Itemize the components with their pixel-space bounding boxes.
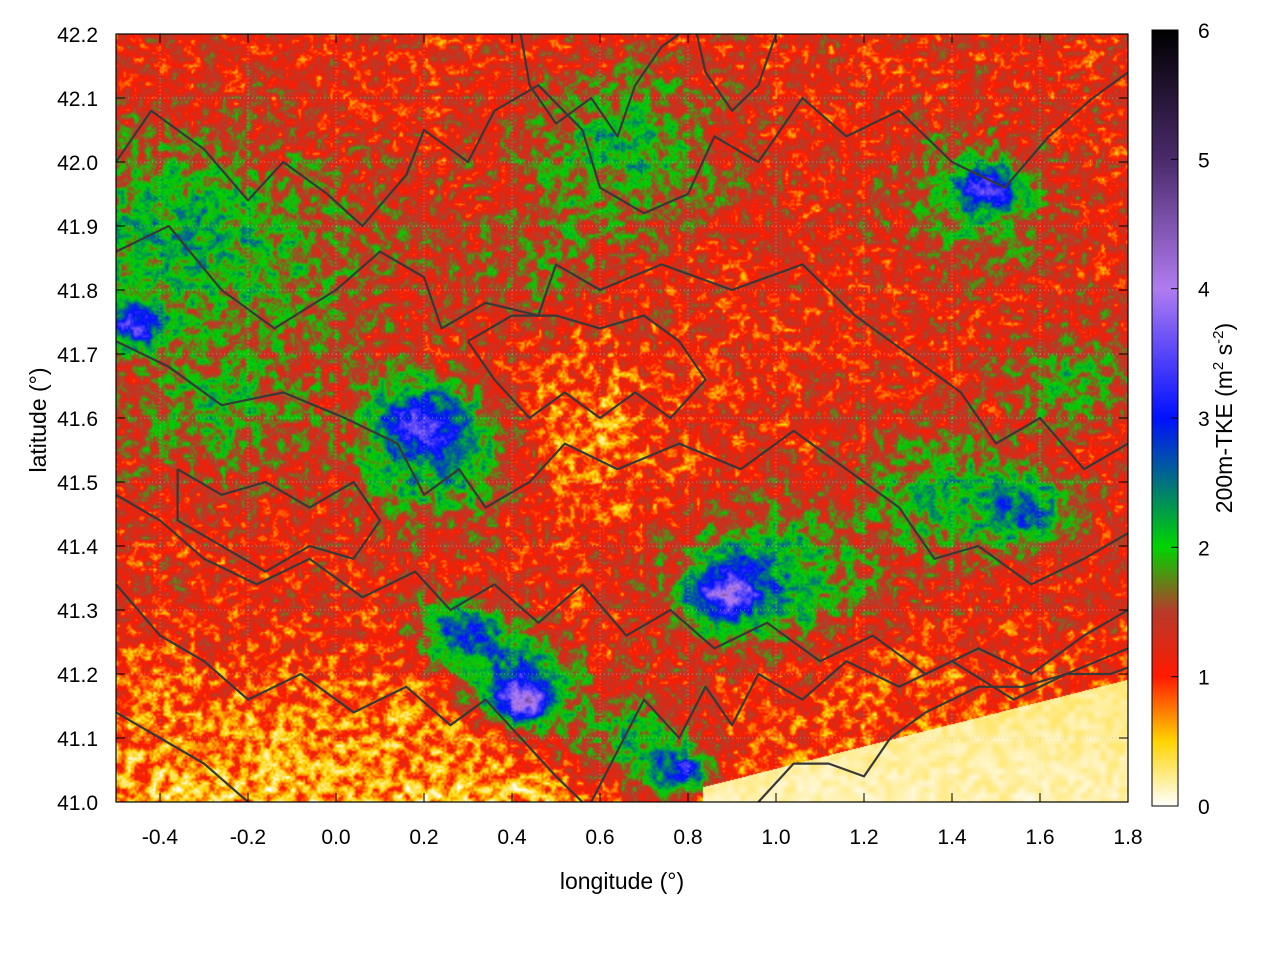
x-axis-title: longitude (°)	[560, 868, 684, 894]
contour-line-9	[695, 34, 778, 112]
y-tick-label-8: 41.8	[57, 280, 98, 303]
colorbar-title: 200m-TKE (m2 s-2)	[1210, 323, 1237, 513]
y-tick-label-10: 42.0	[57, 152, 98, 175]
y-axis: 41.0 41.1 41.2 41.3 41.4 41.5 41.6 41.7 41.8 41.9…	[57, 24, 1128, 815]
y-tick-label-0: 41.0	[57, 792, 98, 815]
x-tick-label-7: 1.0	[761, 826, 790, 849]
contour-line-6	[116, 711, 249, 802]
colorbar-tick-label-3: 3	[1198, 408, 1210, 431]
y-tick-label-9: 41.9	[57, 216, 98, 239]
x-tick-label-8: 1.2	[849, 826, 878, 849]
contour-line-5	[590, 647, 1128, 802]
x-tick-label-9: 1.4	[937, 826, 967, 849]
colorbar-tick-label-2: 2	[1198, 537, 1210, 560]
contour-line-11	[176, 468, 382, 573]
x-tick-label-4: 0.4	[497, 826, 527, 849]
x-tick-label-6: 0.8	[673, 826, 702, 849]
contour-line-10	[467, 314, 707, 420]
x-tick-label-11: 1.8	[1113, 826, 1142, 849]
colorbar-axis: 0 1 2 3 4 5 6	[1171, 20, 1210, 819]
colorbar-tick-label-1: 1	[1198, 667, 1210, 690]
y-tick-label-11: 42.1	[57, 88, 98, 111]
contour-line-7	[757, 666, 1128, 802]
contour-line-1	[116, 224, 1128, 471]
y-tick-label-1: 41.1	[57, 728, 98, 751]
x-tick-label-0: -0.4	[142, 826, 179, 849]
contour-lines	[116, 34, 1128, 802]
y-tick-label-12: 42.2	[57, 24, 98, 47]
colorbar-tick-label-6: 6	[1198, 20, 1210, 43]
y-tick-label-2: 41.2	[57, 664, 98, 687]
contour-line-8	[519, 34, 680, 138]
y-tick-label-5: 41.5	[57, 472, 98, 495]
y-tick-label-6: 41.6	[57, 408, 98, 431]
x-tick-label-10: 1.6	[1025, 826, 1054, 849]
contour-line-0	[116, 71, 1128, 228]
y-tick-label-7: 41.7	[57, 344, 98, 367]
x-tick-label-3: 0.2	[409, 826, 438, 849]
x-tick-label-1: -0.2	[230, 826, 266, 849]
y-axis-title: latitude (°)	[25, 367, 51, 472]
x-tick-label-2: 0.0	[321, 826, 350, 849]
colorbar-tick-label-4: 4	[1198, 279, 1210, 302]
contour-line-4	[116, 583, 584, 802]
x-axis: -0.4 -0.2 0.0 0.2 0.4 0.6 0.8 1.0 1.2 1.4 1.6 1.8	[142, 34, 1143, 849]
colorbar-tick-label-0: 0	[1198, 796, 1210, 819]
colorbar-tick-label-5: 5	[1198, 149, 1210, 172]
contour-line-2	[116, 340, 1128, 586]
y-tick-label-3: 41.3	[57, 600, 98, 623]
x-tick-label-5: 0.6	[585, 826, 614, 849]
y-tick-label-4: 41.4	[57, 536, 98, 559]
